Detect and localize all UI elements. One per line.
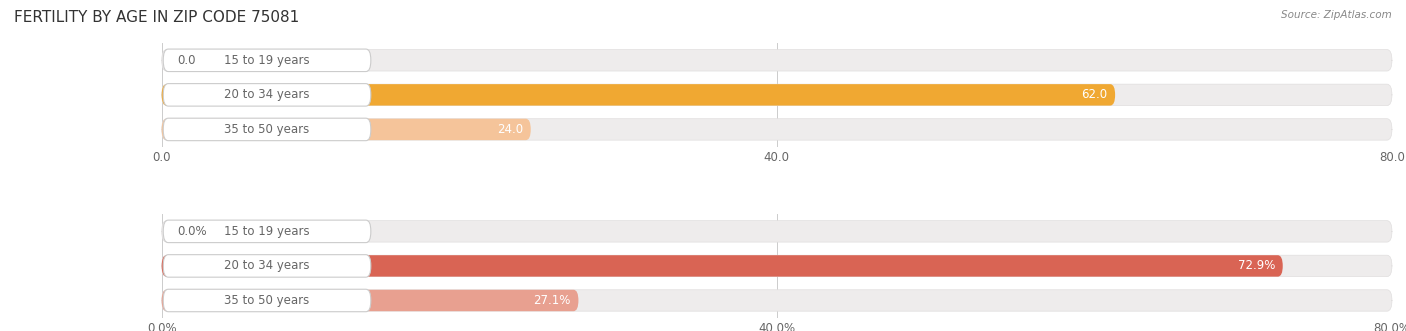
FancyBboxPatch shape	[162, 290, 1392, 311]
FancyBboxPatch shape	[163, 84, 371, 106]
FancyBboxPatch shape	[163, 289, 371, 312]
FancyBboxPatch shape	[162, 84, 1392, 106]
Text: 62.0: 62.0	[1081, 88, 1108, 101]
FancyBboxPatch shape	[162, 119, 531, 140]
Text: 35 to 50 years: 35 to 50 years	[225, 123, 309, 136]
Text: 20 to 34 years: 20 to 34 years	[225, 88, 309, 101]
FancyBboxPatch shape	[163, 255, 371, 277]
Text: 35 to 50 years: 35 to 50 years	[225, 294, 309, 307]
FancyBboxPatch shape	[163, 220, 371, 243]
FancyBboxPatch shape	[162, 119, 1392, 140]
FancyBboxPatch shape	[163, 49, 371, 71]
FancyBboxPatch shape	[162, 255, 1392, 277]
Text: 15 to 19 years: 15 to 19 years	[224, 54, 309, 67]
FancyBboxPatch shape	[162, 221, 1392, 242]
Text: FERTILITY BY AGE IN ZIP CODE 75081: FERTILITY BY AGE IN ZIP CODE 75081	[14, 10, 299, 25]
Text: 0.0: 0.0	[177, 54, 195, 67]
FancyBboxPatch shape	[163, 118, 371, 141]
FancyBboxPatch shape	[162, 255, 1282, 277]
Text: 20 to 34 years: 20 to 34 years	[225, 260, 309, 272]
FancyBboxPatch shape	[162, 84, 1115, 106]
Text: 24.0: 24.0	[496, 123, 523, 136]
Text: 72.9%: 72.9%	[1237, 260, 1275, 272]
Text: Source: ZipAtlas.com: Source: ZipAtlas.com	[1281, 10, 1392, 20]
Text: 15 to 19 years: 15 to 19 years	[224, 225, 309, 238]
FancyBboxPatch shape	[162, 50, 1392, 71]
FancyBboxPatch shape	[162, 290, 578, 311]
Text: 27.1%: 27.1%	[533, 294, 571, 307]
Text: 0.0%: 0.0%	[177, 225, 207, 238]
